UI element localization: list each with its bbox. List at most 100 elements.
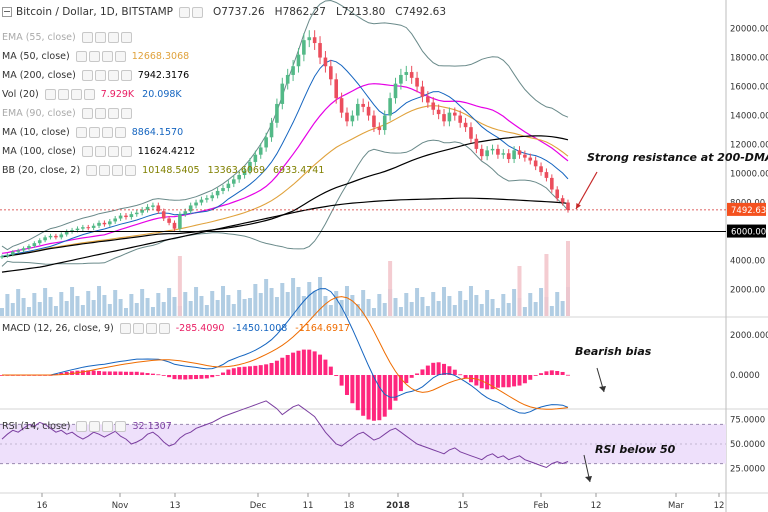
volume-bar (463, 300, 468, 316)
candle-body (361, 103, 365, 107)
volume-bar (188, 301, 193, 316)
indicator-value: 6933.4741 (273, 164, 325, 176)
candle-body (16, 250, 20, 252)
volume-bar (231, 304, 236, 316)
candle-body (27, 246, 31, 249)
collapse-icon[interactable] (2, 7, 12, 17)
volume-bar (377, 294, 382, 316)
volume-bar (161, 302, 166, 316)
indicator-row[interactable]: MA (100, close) 11624.4212 (2, 144, 203, 158)
candle-body (334, 79, 339, 99)
indicator-controls[interactable] (81, 107, 132, 119)
indicator-label: MA (10, close) (2, 126, 70, 138)
indicator-row[interactable]: EMA (55, close) (2, 30, 138, 44)
macd-label: MACD (12, 26, close, 9) (2, 322, 114, 334)
candle-body (226, 183, 231, 189)
volume-bar (533, 302, 538, 316)
macd-histogram-bar (404, 375, 409, 384)
price-tick-label: 20000.00 (730, 25, 768, 35)
volume-bar (102, 295, 107, 316)
rsi-controls[interactable] (76, 420, 127, 432)
macd-histogram-bar (145, 373, 150, 375)
candle-body (296, 54, 301, 67)
macd-value-1: -285.4090 (175, 322, 225, 334)
price-tick-label: 2000.00 (730, 286, 765, 296)
symbol-controls[interactable] (178, 6, 203, 18)
macd-histogram-bar (485, 375, 490, 390)
candle-body (550, 177, 554, 190)
macd-histogram-bar (549, 370, 554, 375)
candle-body (469, 127, 473, 139)
volume-bar (37, 302, 42, 316)
candle-body (506, 153, 511, 160)
candle-body (81, 227, 85, 229)
close-value: C7492.63 (395, 6, 447, 18)
volume-bar (150, 307, 155, 316)
indicator-row[interactable]: MA (10, close) 8864.1570 (2, 125, 191, 139)
volume-bar (226, 295, 231, 316)
indicator-row[interactable]: MA (50, close) 12668.3068 (2, 49, 197, 63)
macd-controls[interactable] (119, 322, 170, 334)
macd-histogram-bar (102, 371, 107, 375)
volume-bar (129, 294, 134, 316)
candle-body (151, 205, 155, 207)
candle-body (372, 115, 376, 128)
time-tick-label: 16 (37, 501, 48, 511)
indicator-controls[interactable] (75, 50, 126, 62)
indicator-controls[interactable] (81, 69, 132, 81)
candle-body (323, 57, 328, 67)
candle-body (544, 172, 549, 178)
macd-histogram-bar (506, 375, 511, 388)
indicator-row[interactable]: MA (200, close) 7942.3176 (2, 68, 197, 82)
indicator-row[interactable]: Vol (20) 7.929K 20.098K (2, 87, 190, 101)
candle-body (377, 127, 382, 131)
macd-histogram-bar (474, 375, 479, 386)
candle-body (350, 115, 355, 122)
volume-bar (501, 294, 506, 316)
volume-bar (301, 296, 306, 316)
candle-body (415, 77, 419, 87)
volume-bar (134, 303, 139, 316)
candle-body (312, 37, 317, 44)
macd-annotation: Bearish bias (575, 345, 652, 358)
indicator-controls[interactable] (44, 88, 95, 100)
macd-tick-label: 2000.0000 (730, 331, 768, 341)
indicator-row[interactable]: EMA (90, close) (2, 106, 138, 120)
macd-histogram-bar (436, 362, 441, 375)
candle-body (37, 240, 42, 244)
macd-value-2: -1450.1008 (232, 322, 288, 334)
indicator-controls[interactable] (81, 145, 132, 157)
volume-bar (145, 298, 150, 316)
macd-histogram-bar (431, 362, 436, 375)
rsi-tick-label: 25.0000 (730, 465, 765, 475)
volume-bar (140, 289, 145, 316)
macd-histogram-bar (123, 371, 128, 375)
indicator-value: 12668.3068 (131, 50, 190, 62)
indicator-value: 10148.5405 (142, 164, 200, 176)
volume-bar (361, 290, 366, 316)
indicator-controls[interactable] (86, 164, 137, 176)
indicator-value: 8864.1570 (131, 126, 184, 138)
macd-histogram-bar (344, 375, 349, 395)
macd-histogram-bar (204, 375, 209, 379)
indicator-row[interactable]: BB (20, close, 2) 10148.5405 13363.6069 693… (2, 163, 332, 177)
volume-bar (91, 300, 96, 316)
macd-histogram-bar (512, 375, 517, 387)
volume-bar (350, 295, 355, 316)
volume-bar (425, 306, 430, 316)
candle-body (523, 154, 527, 158)
macd-histogram-bar (156, 374, 161, 376)
candle-body (231, 179, 236, 184)
macd-histogram-bar (296, 350, 301, 375)
indicator-controls[interactable] (75, 126, 126, 138)
macd-histogram-bar (566, 374, 570, 376)
high-value: H7862.27 (274, 6, 326, 18)
macd-histogram-bar (242, 366, 247, 375)
macd-histogram-bar (161, 375, 166, 376)
volume-bar (468, 286, 473, 316)
ma-overlays (1, 0, 569, 273)
macd-histogram-bar (388, 375, 393, 410)
candle-body (447, 112, 452, 122)
indicator-controls[interactable] (81, 31, 132, 43)
